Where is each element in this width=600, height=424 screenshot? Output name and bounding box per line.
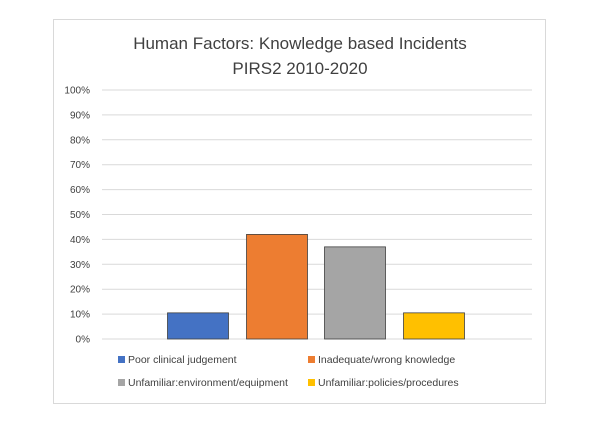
legend-swatch-2 xyxy=(118,379,125,386)
chart-subtitle: PIRS2 2010-2020 xyxy=(232,59,367,78)
legend: Poor clinical judgement Inadequate/wrong … xyxy=(118,354,459,389)
bar-series-2 xyxy=(324,246,386,340)
legend-label-1: Inadequate/wrong knowledge xyxy=(318,354,455,366)
legend-label-0: Poor clinical judgement xyxy=(128,354,237,366)
bars xyxy=(167,234,465,340)
legend-label-2: Unfamiliar:environment/equipment xyxy=(128,377,288,389)
bar-series-3 xyxy=(403,312,465,340)
legend-label-3: Unfamiliar:policies/procedures xyxy=(318,377,459,389)
y-tick-label: 80% xyxy=(70,135,90,146)
chart-frame xyxy=(53,19,546,404)
y-tick-label: 30% xyxy=(70,260,90,271)
y-tick-label: 100% xyxy=(64,86,90,97)
y-tick-label: 50% xyxy=(70,210,90,221)
y-axis-ticks: 0% 10% 20% 30% 40% 50% 60% 70% 80% 90% 100% xyxy=(64,86,90,346)
y-tick-label: 60% xyxy=(70,185,90,196)
y-tick-label: 10% xyxy=(70,310,90,321)
legend-swatch-1 xyxy=(308,356,315,363)
bar-series-1 xyxy=(246,234,308,340)
bar-series-0 xyxy=(167,312,229,340)
y-tick-label: 0% xyxy=(76,335,91,346)
gridlines xyxy=(102,89,532,340)
legend-swatch-0 xyxy=(118,356,125,363)
legend-swatch-3 xyxy=(308,379,315,386)
y-tick-label: 40% xyxy=(70,235,90,246)
y-tick-label: 20% xyxy=(70,285,90,296)
chart-title: Human Factors: Knowledge based Incidents xyxy=(133,34,467,53)
y-tick-label: 90% xyxy=(70,110,90,121)
y-tick-label: 70% xyxy=(70,160,90,171)
